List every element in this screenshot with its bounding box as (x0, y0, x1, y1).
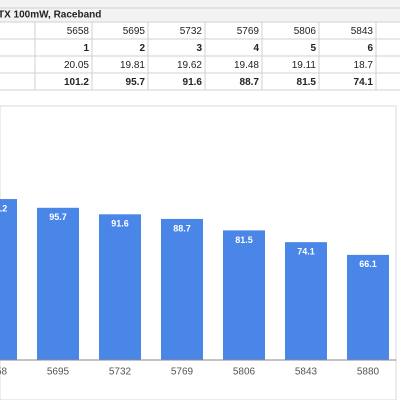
x-tick-label: 5769 (171, 367, 194, 378)
table-cell: 3 (196, 43, 202, 54)
value-label: 88.7 (173, 223, 191, 233)
table-cell: 6 (367, 43, 373, 54)
table-cell: 5806 (294, 26, 317, 37)
table-cell: 5843 (351, 26, 374, 37)
x-tick-label: 5806 (233, 367, 256, 378)
table-cell: 95.7 (126, 77, 146, 88)
bar (223, 230, 265, 360)
toolbar-edge (0, 0, 400, 8)
bar (37, 207, 79, 360)
bar (285, 242, 327, 360)
table-cell: 19.48 (234, 60, 259, 71)
table-cell: 19.62 (177, 60, 202, 71)
table-cell: 74.1 (354, 77, 374, 88)
table-title: TX 100mW, Raceband (0, 10, 101, 21)
x-tick-label: 5732 (109, 367, 132, 378)
value-label: 74.1 (297, 247, 315, 257)
bar (0, 199, 17, 360)
table-cell: 19.11 (292, 60, 317, 71)
title-row (0, 8, 400, 22)
table-cell: 18.7 (354, 60, 374, 71)
value-label: 95.7 (49, 212, 67, 222)
table-cell: 5769 (237, 26, 260, 37)
table-cell: 5732 (180, 26, 203, 37)
table-cell: 91.6 (183, 77, 203, 88)
bar (347, 254, 389, 360)
chart: 101.2 5658 95.7 5695 91.6 5732 88.7 5769 81.5 580… (0, 199, 396, 378)
x-tick-label: 5658 (0, 367, 8, 378)
bar (99, 214, 141, 360)
value-label: 66.1 (359, 259, 377, 269)
table-cell: 19.81 (120, 60, 145, 71)
x-tick-label: 5843 (295, 367, 318, 378)
value-label: 91.6 (111, 219, 129, 229)
table-cell: 5 (310, 43, 316, 54)
table-cell: 1 (83, 43, 89, 54)
table-cell: 81.5 (297, 77, 317, 88)
table-cell: 5695 (123, 26, 146, 37)
table-cell: 2 (139, 43, 145, 54)
table-cell: 5658 (67, 26, 90, 37)
bar (161, 218, 203, 360)
table: 5658 5695 5732 5769 5806 5843 1 2 3 4 5 6 20.05 19.81… (0, 7, 400, 91)
table-cell: 88.7 (240, 77, 260, 88)
table-cell: 20.05 (64, 60, 89, 71)
table-cell: 4 (253, 43, 259, 54)
value-label: 101.2 (0, 203, 7, 213)
x-tick-label: 5880 (357, 367, 380, 378)
x-tick-label: 5695 (47, 367, 70, 378)
value-label: 81.5 (235, 235, 253, 245)
table-cell: 101.2 (64, 77, 89, 88)
